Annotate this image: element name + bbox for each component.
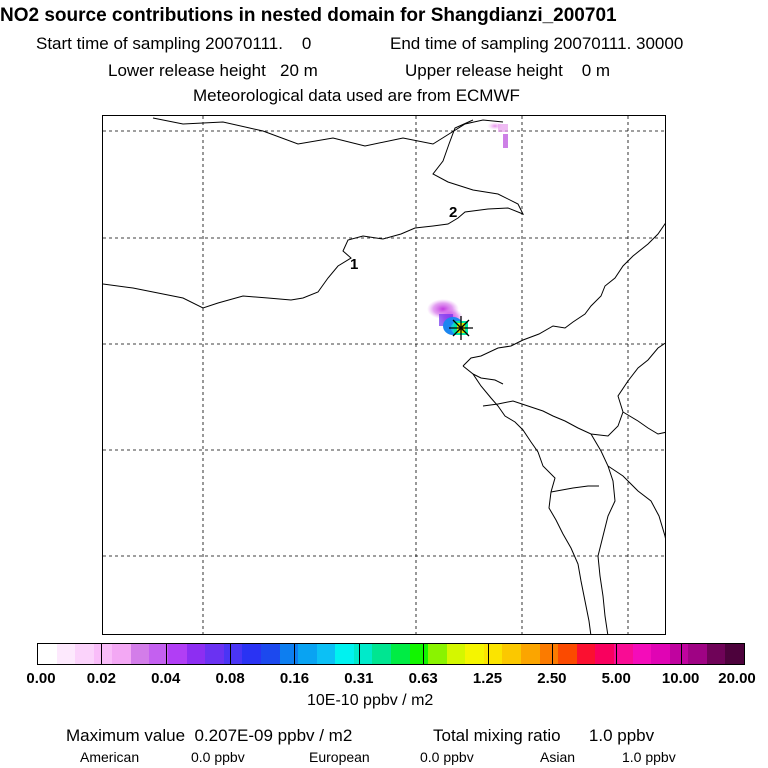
colorbar-segment (669, 644, 689, 664)
colorbar-segment (688, 644, 707, 664)
colorbar-segment (446, 644, 466, 664)
colorbar-segment (298, 644, 317, 664)
colorbar-tick-label: 0.16 (279, 670, 310, 687)
colorbar-segment (390, 644, 410, 664)
asian-label: Asian (540, 749, 576, 765)
map-panel: 1 2 (102, 115, 666, 635)
colorbar-segment (521, 644, 540, 664)
colorbar-segment (149, 644, 169, 664)
colorbar-tick-label: 0.08 (215, 670, 245, 687)
colorbar-tick-label: 5.00 (601, 670, 631, 687)
start-time-text: Start time of sampling 20070111. 0 (36, 34, 312, 53)
region-label-1: 1 (350, 256, 358, 273)
colorbar-segment (539, 644, 559, 664)
colorbar-tick-mark (487, 644, 489, 664)
american-label: American (80, 749, 140, 765)
lower-release-height-text: Lower release height 20 m (108, 61, 318, 80)
colorbar-tick-label: 2.50 (537, 670, 567, 687)
upper-release-height-text: Upper release height 0 m (405, 61, 611, 80)
colorbar-segment (279, 644, 299, 664)
european-value: 0.0 ppbv (420, 749, 474, 765)
colorbar-segment (186, 644, 206, 664)
colorbar-tick-mark (616, 644, 618, 664)
american-value: 0.0 ppbv (191, 749, 245, 765)
max-value-text: Maximum value 0.207E-09 ppbv / m2 (66, 726, 353, 745)
colorbar-tick-mark (230, 644, 232, 664)
colorbar-segment (93, 644, 113, 664)
colorbar-segment (613, 644, 633, 664)
colorbar-tick-label: 1.25 (472, 670, 503, 687)
colorbar-segment (335, 644, 354, 664)
colorbar (37, 643, 745, 665)
colorbar-segment (558, 644, 577, 664)
colorbar-segment (38, 644, 57, 664)
colorbar-segment (260, 644, 280, 664)
colorbar-segment (725, 644, 744, 664)
colorbar-segment (353, 644, 373, 664)
colorbar-segment (56, 644, 76, 664)
colorbar-tick-label: 0.00 (26, 670, 56, 687)
colorbar-tick-label: 20.00 (718, 670, 756, 687)
colorbar-tick-mark (165, 644, 167, 664)
colorbar-segment (75, 644, 94, 664)
colorbar-segment (502, 644, 522, 664)
colorbar-segment (168, 644, 187, 664)
colorbar-tick-label: 10.00 (661, 670, 700, 687)
coastlines (103, 117, 665, 634)
colorbar-segment (595, 644, 614, 664)
colorbar-segment (112, 644, 131, 664)
map-canvas: 1 2 (103, 116, 665, 634)
colorbar-tick-mark (680, 644, 682, 664)
colorbar-ticks: 0.00 0.02 0.04 0.08 0.16 0.31 0.63 1.25 2.50 5.00… (0, 670, 768, 690)
end-time-text: End time of sampling 20070111. 30000 (390, 34, 684, 53)
colorbar-segment (130, 644, 150, 664)
asian-value: 1.0 ppbv (622, 749, 676, 765)
colorbar-tick-label: 0.31 (344, 670, 374, 687)
colorbar-segment (428, 644, 447, 664)
colorbar-units: 10E-10 ppbv / m2 (307, 692, 434, 709)
colorbar-segment (242, 644, 261, 664)
colorbar-segment (205, 644, 224, 664)
plume (427, 122, 508, 335)
colorbar-segment (465, 644, 484, 664)
region-label-2: 2 (449, 204, 457, 221)
colorbar-segment (409, 644, 429, 664)
colorbar-tick-label: 0.02 (86, 670, 116, 687)
colorbar-segment (632, 644, 652, 664)
colorbar-segment (651, 644, 670, 664)
colorbar-segment (372, 644, 391, 664)
colorbar-segment (316, 644, 336, 664)
colorbar-tick-mark (294, 644, 296, 664)
european-label: European (309, 749, 370, 765)
map-title: NO2 source contributions in nested domai… (0, 5, 617, 26)
colorbar-tick-mark (551, 644, 553, 664)
colorbar-segment (706, 644, 726, 664)
colorbar-tick-mark (423, 644, 425, 664)
grid-lines (103, 116, 665, 634)
station-marker-icon (449, 316, 473, 340)
colorbar-segment (223, 644, 243, 664)
total-mixing-text: Total mixing ratio 1.0 ppbv (433, 726, 655, 745)
colorbar-tick-label: 0.63 (408, 670, 438, 687)
colorbar-tick-mark (101, 644, 103, 664)
colorbar-tick-label: 0.04 (151, 670, 181, 687)
met-data-text: Meteorological data used are from ECMWF (193, 86, 520, 105)
colorbar-tick-mark (358, 644, 360, 664)
colorbar-segment (576, 644, 596, 664)
